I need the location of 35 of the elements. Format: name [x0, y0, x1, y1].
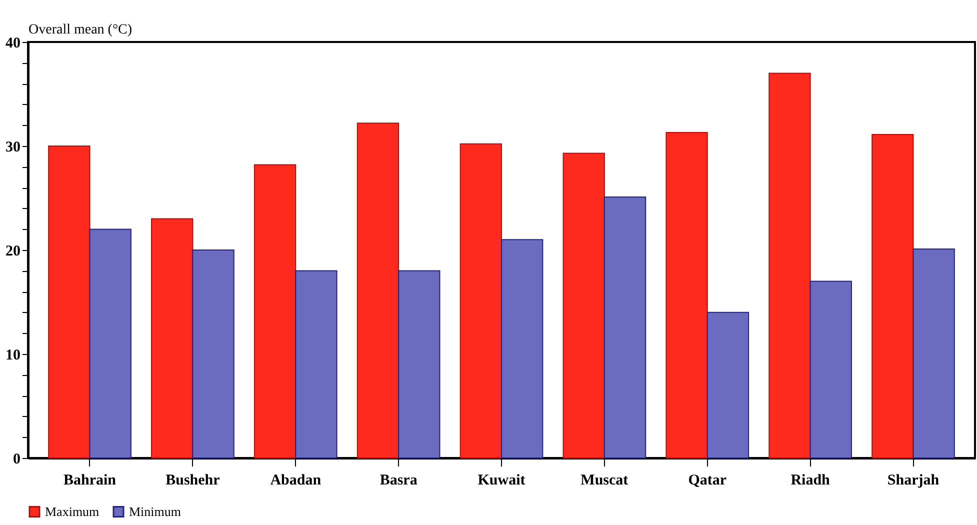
legend-label: Minimum: [129, 504, 182, 519]
y-tick-label: 10: [6, 348, 20, 364]
bar: [768, 72, 811, 458]
x-tick-label: Sharjah: [887, 472, 940, 488]
y-tick-label: 0: [13, 452, 20, 468]
y-tick-label: 40: [6, 36, 20, 52]
bar: [666, 132, 708, 458]
bar: [151, 218, 194, 458]
bar: [872, 134, 914, 458]
y-tick-label: 30: [6, 140, 20, 156]
x-tick-label: Muscat: [580, 472, 628, 488]
x-tick-label: Basra: [380, 472, 418, 488]
x-tick-label: Kuwait: [478, 472, 526, 488]
bar: [706, 312, 750, 458]
x-tick-label: Bushehr: [166, 472, 220, 488]
y-axis-title: Overall mean (°C): [28, 22, 132, 38]
bar: [356, 122, 400, 458]
bar: [398, 270, 440, 458]
x-tick-label: Qatar: [688, 472, 727, 488]
x-tick-label: Abadan: [270, 472, 322, 488]
bar: [460, 143, 502, 458]
x-tick-label: Bahrain: [64, 472, 117, 488]
bar: [562, 152, 605, 458]
legend-label: Maximum: [45, 504, 100, 519]
bar: [501, 239, 544, 458]
bar: [810, 280, 852, 458]
bar: [254, 164, 296, 458]
bar: [48, 146, 90, 458]
bar: [604, 196, 646, 458]
x-tick-label: Riadh: [790, 472, 831, 488]
y-tick-label: 20: [6, 244, 20, 260]
bar: [192, 250, 234, 458]
bar: [295, 270, 338, 458]
bar: [89, 228, 132, 458]
bar: [912, 248, 955, 458]
